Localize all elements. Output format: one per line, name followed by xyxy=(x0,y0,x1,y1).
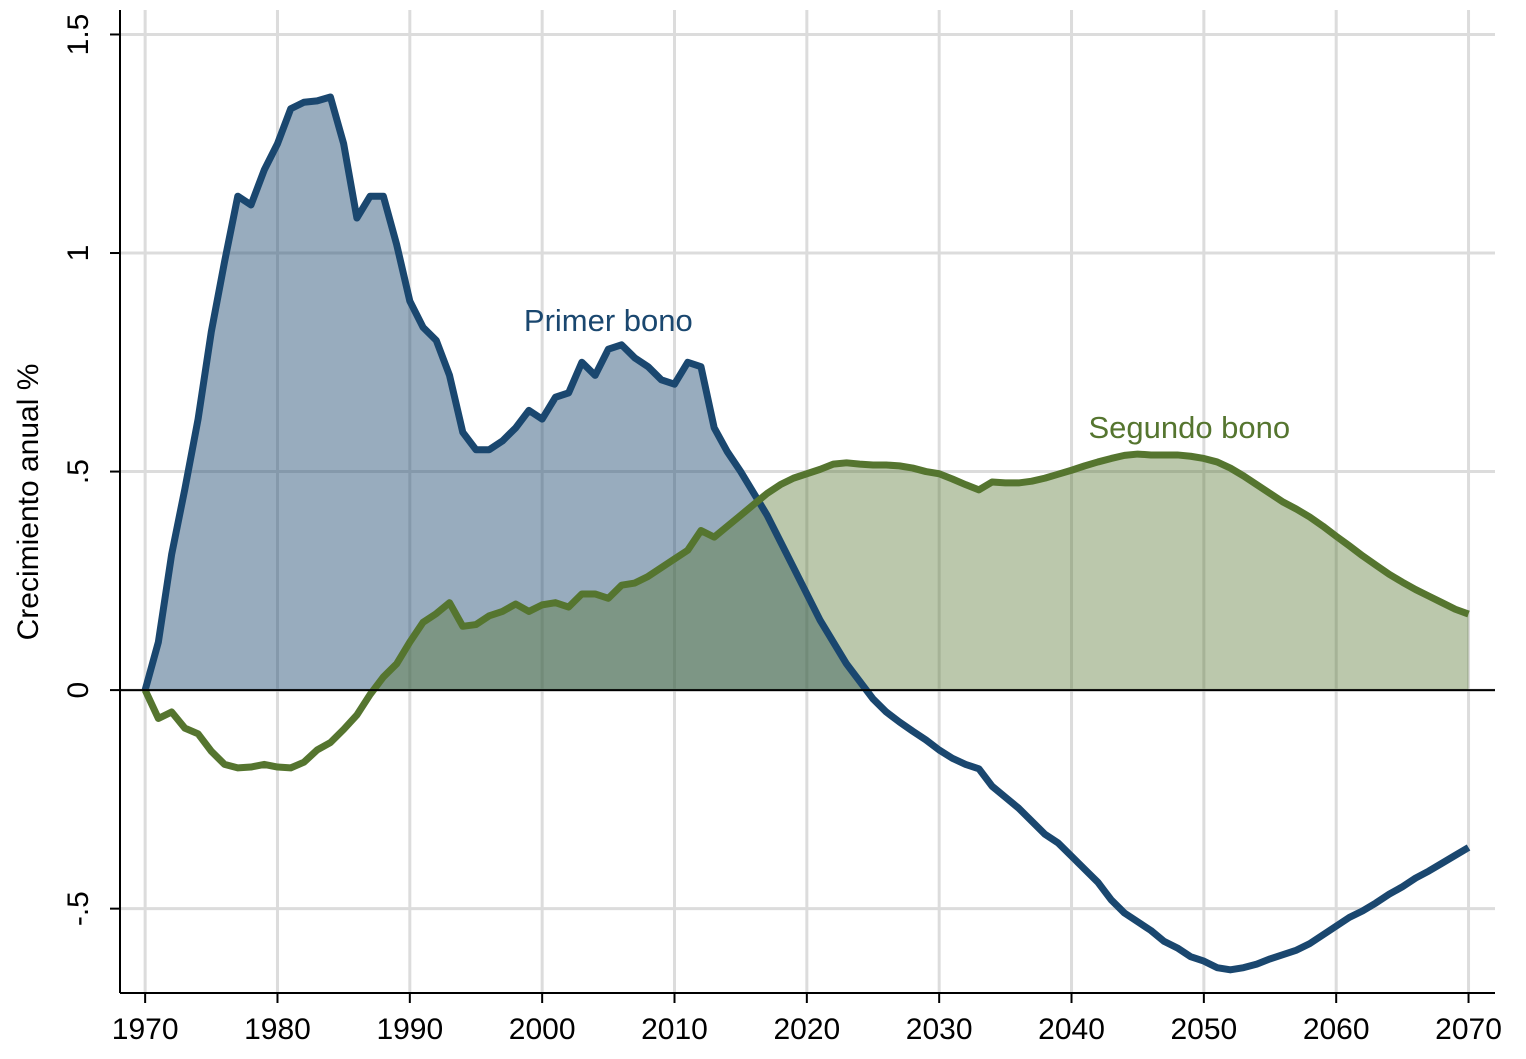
x-tick-label: 2050 xyxy=(1170,1013,1237,1046)
y-tick-label: 0 xyxy=(62,682,95,699)
area xyxy=(145,96,1469,691)
x-tick-label: 2060 xyxy=(1303,1013,1370,1046)
lines xyxy=(141,93,1471,974)
x-tick-label: 2040 xyxy=(1038,1013,1105,1046)
x-tick-label: 2000 xyxy=(509,1013,576,1046)
line xyxy=(141,93,1471,974)
x-tick-label: 2010 xyxy=(641,1013,708,1046)
line xyxy=(141,450,1470,772)
y-tick-label: 1.5 xyxy=(62,14,95,56)
x-tick-label: 2030 xyxy=(906,1013,973,1046)
x-tick-label: 1970 xyxy=(112,1013,179,1046)
y-tick-label: -.5 xyxy=(62,891,95,926)
y-tick-label: .5 xyxy=(62,459,95,484)
area xyxy=(145,454,1469,691)
x-tick-label: 1980 xyxy=(244,1013,311,1046)
areas xyxy=(145,96,1469,691)
series-label: Primer bono xyxy=(524,303,693,338)
x-tick-label: 2020 xyxy=(773,1013,840,1046)
x-tick-label: 1990 xyxy=(376,1013,443,1046)
y-axis-label: Crecimiento anual % xyxy=(12,364,45,641)
y-tick-label: 1 xyxy=(62,245,95,262)
series-label: Segundo bono xyxy=(1088,410,1290,445)
axes: 1970 1980 1990 2000 2010 2020 2030 2040 2050 2060… xyxy=(62,10,1502,1046)
x-tick-label: 2070 xyxy=(1435,1013,1502,1046)
